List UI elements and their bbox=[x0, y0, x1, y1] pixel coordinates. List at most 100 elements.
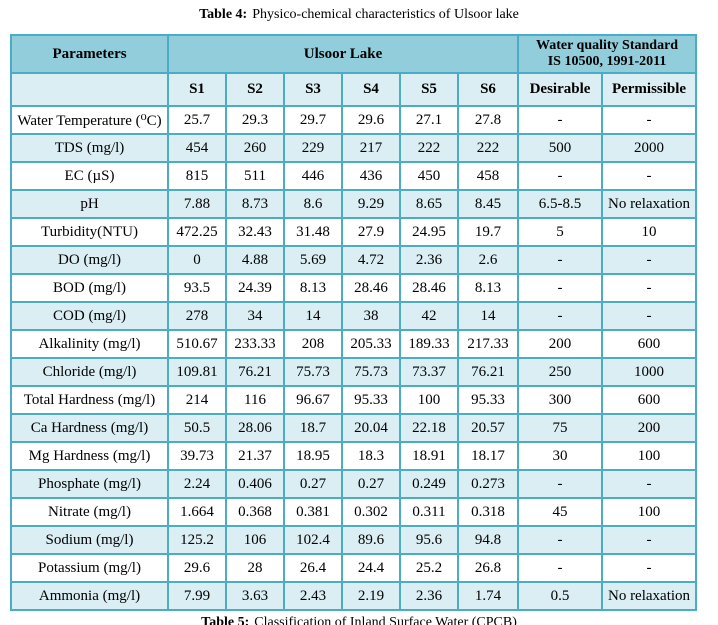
site-value-cell: 2.19 bbox=[341, 581, 401, 611]
site-header-s6: S6 bbox=[456, 72, 520, 107]
table-row: DO (mg/l) 0 4.88 5.69 4.72 2.36 2.6- - bbox=[10, 245, 698, 275]
permissible-value-cell: - bbox=[601, 525, 698, 555]
site-value-cell: 2.6 bbox=[456, 245, 520, 275]
site-value-cell: 76.21 bbox=[456, 357, 520, 387]
site-value-cell: 8.45 bbox=[456, 189, 520, 219]
site-value-cell: 29.7 bbox=[283, 105, 343, 135]
site-value-cell: 260 bbox=[225, 133, 285, 163]
table-row: Potassium (mg/l) 29.6 28 26.4 24.4 25.2 26.8- - bbox=[10, 553, 698, 583]
site-value-cell: 7.88 bbox=[167, 189, 227, 219]
site-value-cell: 8.73 bbox=[225, 189, 285, 219]
desirable-value-cell: - bbox=[517, 245, 604, 275]
site-value-cell: 1.664 bbox=[167, 497, 227, 527]
parameter-cell: EC (µS) bbox=[10, 161, 169, 191]
site-value-cell: 0.368 bbox=[225, 497, 285, 527]
desirable-value-cell: 30 bbox=[517, 441, 604, 471]
site-value-cell: 0.406 bbox=[225, 469, 285, 499]
parameter-cell: COD (mg/l) bbox=[10, 301, 169, 331]
desirable-value-cell: 250 bbox=[517, 357, 604, 387]
parameter-cell: Mg Hardness (mg/l) bbox=[10, 441, 169, 471]
table-row: Ca Hardness (mg/l) 50.5 28.06 18.7 20.04 22.1… bbox=[10, 413, 698, 443]
site-header-s2: S2 bbox=[225, 72, 285, 107]
parameter-cell: Nitrate (mg/l) bbox=[10, 497, 169, 527]
site-value-cell: 28.06 bbox=[225, 413, 285, 443]
parameter-cell: pH bbox=[10, 189, 169, 219]
parameter-cell: DO (mg/l) bbox=[10, 245, 169, 275]
table-row: COD (mg/l) 278 34 14 38 42 14- - bbox=[10, 301, 698, 331]
site-value-cell: 278 bbox=[167, 301, 227, 331]
site-value-cell: 28.46 bbox=[399, 273, 459, 303]
parameter-cell: Water Temperature (⁰C) bbox=[10, 105, 169, 135]
table-row: Turbidity(NTU) 472.25 32.43 31.48 27.9 24.95 1… bbox=[10, 217, 698, 247]
parameter-cell: Ammonia (mg/l) bbox=[10, 581, 169, 611]
parameters-header-cell: Parameters bbox=[10, 34, 169, 74]
site-value-cell: 21.37 bbox=[225, 441, 285, 471]
table-row: Phosphate (mg/l) 2.24 0.406 0.27 0.27 0.249 0.… bbox=[10, 469, 698, 499]
site-value-cell: 2.43 bbox=[283, 581, 343, 611]
table-row: Nitrate (mg/l) 1.664 0.368 0.381 0.302 0.311 0… bbox=[10, 497, 698, 527]
site-value-cell: 222 bbox=[456, 133, 520, 163]
site-header-s5: S5 bbox=[399, 72, 459, 107]
standard-group-header-cell: Water quality Standard IS 10500, 1991-20… bbox=[517, 34, 698, 74]
site-value-cell: 50.5 bbox=[167, 413, 227, 443]
site-value-cell: 28 bbox=[225, 553, 285, 583]
desirable-value-cell: 0.5 bbox=[517, 581, 604, 611]
site-value-cell: 8.13 bbox=[456, 273, 520, 303]
permissible-value-cell: - bbox=[601, 553, 698, 583]
site-value-cell: 24.39 bbox=[225, 273, 285, 303]
site-value-cell: 27.1 bbox=[399, 105, 459, 135]
site-value-cell: 472.25 bbox=[167, 217, 227, 247]
site-value-cell: 446 bbox=[283, 161, 343, 191]
table-row: Water Temperature (⁰C) 25.7 29.3 29.7 29.6 27… bbox=[10, 105, 698, 135]
site-value-cell: 102.4 bbox=[283, 525, 343, 555]
site-value-cell: 208 bbox=[283, 329, 343, 359]
desirable-value-cell: 500 bbox=[517, 133, 604, 163]
site-value-cell: 436 bbox=[341, 161, 401, 191]
physico-chemical-table: Parameters Ulsoor Lake Water quality Sta… bbox=[10, 34, 698, 611]
parameter-cell: Ca Hardness (mg/l) bbox=[10, 413, 169, 443]
table4-title-label: Table 4: bbox=[199, 7, 248, 22]
header-sites-row: S1 S2 S3 S4 S5 S6 Desirable Permissible bbox=[10, 72, 698, 107]
table-row: TDS (mg/l) 454 260 229 217 222 222 500 2000 bbox=[10, 133, 698, 163]
permissible-value-cell: - bbox=[601, 245, 698, 275]
site-value-cell: 26.4 bbox=[283, 553, 343, 583]
desirable-value-cell: 200 bbox=[517, 329, 604, 359]
site-value-cell: 24.4 bbox=[341, 553, 401, 583]
site-value-cell: 8.6 bbox=[283, 189, 343, 219]
table4-title-text: Physico-chemical characteristics of Ulso… bbox=[252, 7, 519, 22]
desirable-value-cell: 5 bbox=[517, 217, 604, 247]
site-value-cell: 214 bbox=[167, 385, 227, 415]
desirable-value-cell: - bbox=[517, 301, 604, 331]
site-value-cell: 5.69 bbox=[283, 245, 343, 275]
site-value-cell: 0.27 bbox=[341, 469, 401, 499]
table-row: Sodium (mg/l) 125.2 106 102.4 89.6 95.6 94.8- - bbox=[10, 525, 698, 555]
parameter-cell: Alkalinity (mg/l) bbox=[10, 329, 169, 359]
site-value-cell: 18.7 bbox=[283, 413, 343, 443]
table-row: Alkalinity (mg/l) 510.67 233.33 208 205.33 18… bbox=[10, 329, 698, 359]
site-value-cell: 0.302 bbox=[341, 497, 401, 527]
table-row: Chloride (mg/l) 109.81 76.21 75.73 75.73 73.3… bbox=[10, 357, 698, 387]
site-value-cell: 76.21 bbox=[225, 357, 285, 387]
site-value-cell: 0.27 bbox=[283, 469, 343, 499]
desirable-value-cell: - bbox=[517, 525, 604, 555]
site-value-cell: 20.04 bbox=[341, 413, 401, 443]
parameter-cell: Phosphate (mg/l) bbox=[10, 469, 169, 499]
site-value-cell: 95.33 bbox=[341, 385, 401, 415]
site-value-cell: 18.17 bbox=[456, 441, 520, 471]
permissible-value-cell: - bbox=[601, 469, 698, 499]
table-body: Water Temperature (⁰C) 25.7 29.3 29.7 29.6 27… bbox=[10, 105, 698, 611]
site-value-cell: 29.6 bbox=[167, 553, 227, 583]
site-value-cell: 205.33 bbox=[341, 329, 401, 359]
permissible-value-cell: - bbox=[601, 105, 698, 135]
desirable-value-cell: 6.5-8.5 bbox=[517, 189, 604, 219]
desirable-value-cell: - bbox=[517, 273, 604, 303]
site-value-cell: 28.46 bbox=[341, 273, 401, 303]
site-value-cell: 0.249 bbox=[399, 469, 459, 499]
permissible-value-cell: 600 bbox=[601, 329, 698, 359]
site-value-cell: 450 bbox=[399, 161, 459, 191]
site-value-cell: 106 bbox=[225, 525, 285, 555]
permissible-value-cell: - bbox=[601, 273, 698, 303]
site-value-cell: 18.3 bbox=[341, 441, 401, 471]
permissible-value-cell: - bbox=[601, 161, 698, 191]
parameter-cell: Potassium (mg/l) bbox=[10, 553, 169, 583]
